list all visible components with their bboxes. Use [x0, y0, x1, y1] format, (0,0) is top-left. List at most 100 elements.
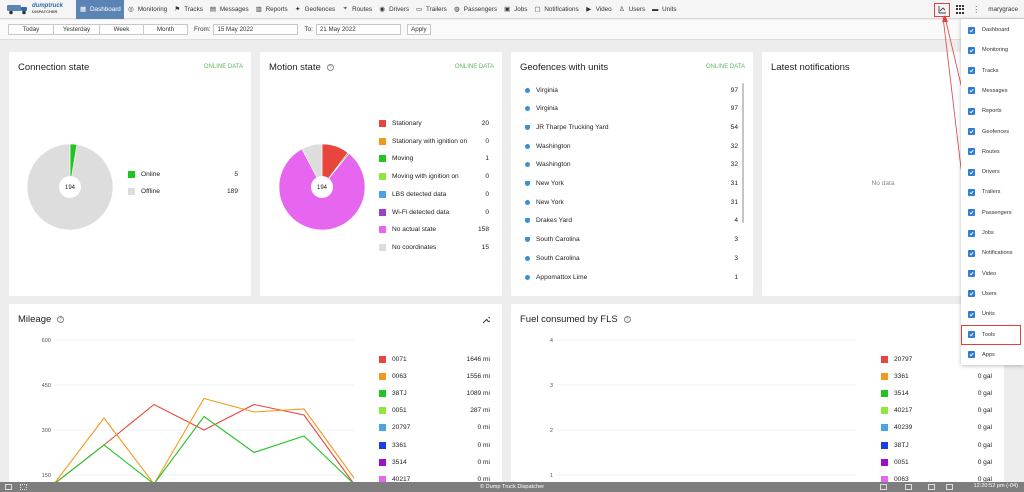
nav-item-drivers[interactable]: ◉ Drivers	[375, 0, 412, 19]
legend-item-stationary-with-ignition-on[interactable]: Stationary with ignition on 0	[379, 137, 489, 145]
dropdown-item-messages[interactable]: Messages	[961, 81, 1024, 101]
nav-item-jobs[interactable]: ▣ Jobs	[500, 0, 530, 19]
legend-item-0063[interactable]: 0063 1556 mi	[379, 373, 490, 381]
dropdown-item-drivers[interactable]: Drivers	[961, 162, 1024, 182]
tools-button[interactable]	[934, 2, 951, 17]
chat-icon[interactable]	[946, 484, 953, 490]
nav-item-reports[interactable]: ▥ Reports	[252, 0, 291, 19]
help-icon[interactable]: ?	[326, 64, 334, 71]
help-icon[interactable]: ?	[623, 316, 631, 323]
legend-item-0051[interactable]: 0051 287 mi	[379, 407, 490, 415]
legend-item-3514[interactable]: 3514 0 gal	[881, 390, 992, 398]
apps-grid-icon[interactable]	[956, 4, 966, 15]
dropdown-item-tools[interactable]: Tools	[961, 324, 1021, 345]
legend-item-20797[interactable]: 20797 0 mi	[379, 424, 490, 432]
nav-item-notifications[interactable]: ▢ Notifications	[530, 0, 581, 19]
envelope-icon[interactable]	[928, 484, 935, 490]
dropdown-item-tracks[interactable]: Tracks	[961, 61, 1024, 81]
checkbox-checked-icon[interactable]	[968, 128, 975, 135]
checkbox-checked-icon[interactable]	[968, 209, 975, 217]
to-date-input[interactable]: 21 May 2022	[315, 24, 401, 35]
nav-item-messages[interactable]: ▤ Messages	[206, 0, 252, 19]
nav-item-units[interactable]: ▬ Units	[648, 0, 679, 19]
legend-item-offline[interactable]: Offline 189	[128, 188, 238, 195]
geofences-scrollbar[interactable]	[742, 83, 744, 223]
more-menu-icon[interactable]: ⋮	[972, 5, 981, 14]
nav-item-tracks[interactable]: ⚑ Tracks	[170, 0, 206, 19]
range-month-button[interactable]: Month	[144, 24, 188, 35]
legend-item-wi-fi-detected-data[interactable]: Wi-Fi detected data 0	[379, 208, 489, 216]
legend-item-3361[interactable]: 3361 0 gal	[881, 373, 992, 381]
series-line-38tj[interactable]	[53, 415, 355, 485]
checkbox-checked-icon[interactable]	[968, 148, 975, 156]
dropdown-item-notifications[interactable]: Notifications	[961, 243, 1024, 263]
legend-item-lbs-detected-data[interactable]: LBS detected data 0	[379, 190, 489, 198]
motion-pie-slice[interactable]	[301, 143, 323, 188]
nav-item-dashboard[interactable]: ▦ Dashboard	[76, 0, 124, 19]
dropdown-item-dashboard[interactable]: Dashboard	[961, 20, 1024, 40]
checkbox-checked-icon[interactable]	[968, 87, 975, 95]
legend-item-online[interactable]: Online 5	[128, 171, 238, 178]
geofence-row[interactable]: South Carolina 3	[525, 252, 738, 264]
legend-item-moving-with-ignition-on[interactable]: Moving with ignition on 0	[379, 173, 489, 181]
dropdown-item-geofences[interactable]: Geofences	[961, 122, 1024, 142]
dropdown-item-apps[interactable]: Apps	[961, 345, 1024, 365]
user-menu[interactable]: marygrace	[988, 6, 1018, 13]
legend-item-no-actual-state[interactable]: No actual state 158	[379, 226, 489, 234]
apply-button[interactable]: Apply	[406, 24, 431, 35]
geofence-row[interactable]: Drakes Yard 4	[525, 215, 738, 227]
dropdown-item-units[interactable]: Units	[961, 304, 1024, 324]
geofence-row[interactable]: Washington 32	[525, 140, 738, 152]
range-yesterday-button[interactable]: Yesterday	[54, 24, 100, 35]
legend-item-3361[interactable]: 3361 0 mi	[379, 441, 490, 449]
checkbox-checked-icon[interactable]	[968, 26, 975, 34]
checkbox-checked-icon[interactable]	[968, 229, 975, 237]
legend-item-38tj[interactable]: 38TJ 0 gal	[881, 441, 992, 449]
geofence-row[interactable]: Virginia 97	[525, 103, 738, 115]
checkbox-checked-icon[interactable]	[968, 351, 975, 359]
nav-item-trailers[interactable]: ▭ Trailers	[412, 0, 450, 19]
checkbox-checked-icon[interactable]	[968, 67, 975, 75]
nav-item-monitoring[interactable]: ◎ Monitoring	[124, 0, 170, 19]
legend-item-moving[interactable]: Moving 1	[379, 155, 489, 163]
geofence-row[interactable]: Washington 32	[525, 159, 738, 171]
geofence-row[interactable]: South Carolina 3	[525, 234, 738, 246]
legend-item-3514[interactable]: 3514 0 mi	[379, 458, 490, 466]
range-week-button[interactable]: Week	[100, 24, 144, 35]
from-date-input[interactable]: 15 May 2022	[213, 24, 299, 35]
geofence-row[interactable]: JR Tharpe Trucking Yard 54	[525, 121, 738, 133]
checkbox-checked-icon[interactable]	[968, 46, 975, 54]
nav-item-routes[interactable]: ⌖ Routes	[338, 0, 375, 19]
checkbox-checked-icon[interactable]	[968, 331, 975, 338]
dropdown-item-jobs[interactable]: Jobs	[961, 223, 1024, 243]
legend-item-40239[interactable]: 40239 0 gal	[881, 424, 992, 432]
checkbox-checked-icon[interactable]	[968, 107, 975, 115]
layout-icon[interactable]	[5, 484, 12, 490]
dropdown-item-monitoring[interactable]: Monitoring	[961, 40, 1024, 60]
dropdown-item-trailers[interactable]: Trailers	[961, 182, 1024, 202]
checkbox-checked-icon[interactable]	[968, 290, 975, 298]
speaker-icon[interactable]	[905, 484, 912, 490]
geofence-row[interactable]: Appomattox Lime 1	[525, 271, 738, 283]
dropdown-item-video[interactable]: Video	[961, 264, 1024, 284]
app-logo[interactable]: dumptruck DISPATCHER	[0, 0, 76, 19]
legend-item-0071[interactable]: 0071 1646 mi	[379, 356, 490, 363]
legend-item-0051[interactable]: 0051 0 gal	[881, 458, 992, 466]
checkbox-checked-icon[interactable]	[968, 270, 975, 278]
dropdown-item-users[interactable]: Users	[961, 284, 1024, 304]
geofence-row[interactable]: New York 31	[525, 178, 738, 190]
dropdown-item-reports[interactable]: Reports	[961, 101, 1024, 121]
help-icon[interactable]: ?	[57, 316, 65, 323]
checkbox-checked-icon[interactable]	[968, 310, 975, 318]
legend-item-stationary[interactable]: Stationary 20	[379, 120, 489, 127]
dropdown-item-passengers[interactable]: Passengers	[961, 203, 1024, 223]
nav-item-passengers[interactable]: ◍ Passengers	[450, 0, 500, 19]
nav-item-geofences[interactable]: ✦ Geofences	[291, 0, 338, 19]
legend-item-0063[interactable]: 0063 0 gal	[881, 475, 992, 483]
geofence-row[interactable]: New York 31	[525, 196, 738, 208]
wrench-icon[interactable]	[482, 316, 490, 324]
nav-item-video[interactable]: ▶ Video	[582, 0, 615, 19]
checkbox-checked-icon[interactable]	[968, 188, 975, 196]
legend-item-40217[interactable]: 40217 0 mi	[379, 475, 490, 483]
range-today-button[interactable]: Today	[8, 24, 54, 35]
